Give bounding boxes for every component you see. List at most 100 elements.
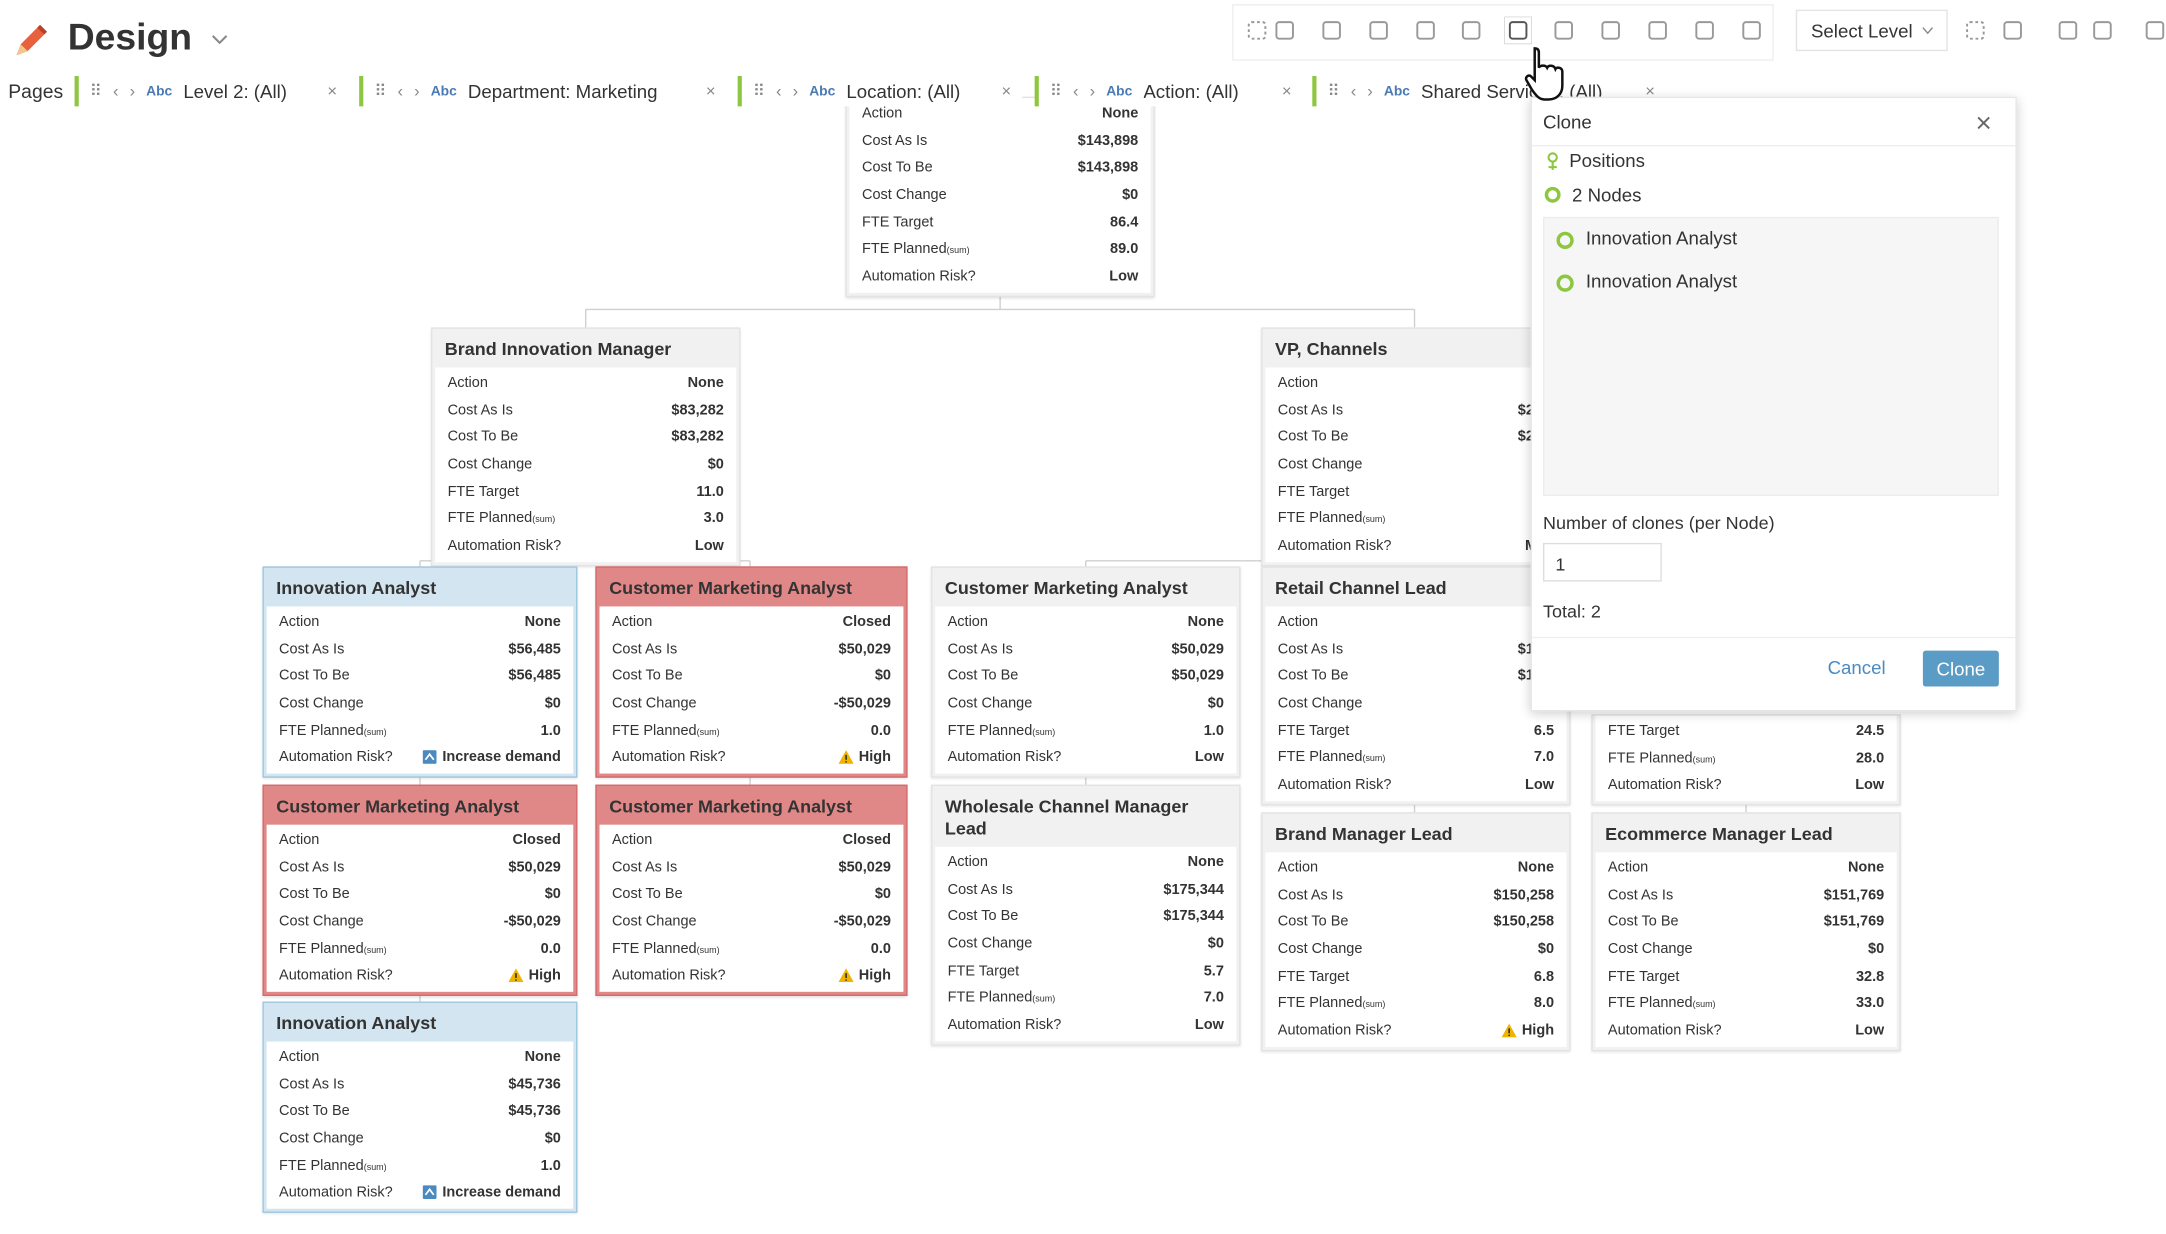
row-value: Low bbox=[694, 537, 724, 554]
row-label: Action bbox=[1278, 859, 1318, 876]
node-card[interactable]: Customer Marketing Analyst Action Closed Co… bbox=[595, 566, 908, 778]
next[interactable]: › bbox=[1089, 81, 1096, 101]
row-label-text: FTE Planned bbox=[1607, 749, 1693, 767]
node-row: Cost Change $0 bbox=[850, 181, 1151, 208]
node-body: Action Closed Cost As Is $50,029 Cost To Be $… bbox=[266, 824, 574, 993]
row-label: Cost To Be bbox=[612, 886, 683, 903]
row-value: 89.0 bbox=[1110, 240, 1139, 258]
row-label: FTE Planned(sum) bbox=[279, 722, 387, 739]
row-label: Automation Risk? bbox=[948, 1017, 1062, 1034]
toolbar-button[interactable] bbox=[1962, 17, 1990, 45]
select-level[interactable]: Select Level bbox=[1795, 9, 1948, 52]
row-label: Automation Risk? bbox=[948, 749, 1062, 766]
row-label: Cost To Be bbox=[279, 1103, 350, 1120]
toolbar-button[interactable] bbox=[1457, 17, 1485, 45]
row-label: Cost As Is bbox=[279, 640, 344, 657]
node-card[interactable]: Customer Marketing Analyst Action None Cost… bbox=[931, 566, 1241, 778]
remove[interactable]: × bbox=[1281, 81, 1292, 101]
toolbar-button[interactable] bbox=[1271, 17, 1299, 45]
node-card[interactable]: Innovation Analyst Action None Cost As Is $4… bbox=[262, 1001, 578, 1214]
toolbar-button[interactable] bbox=[2089, 17, 2117, 45]
dialog-close[interactable] bbox=[1977, 116, 1991, 130]
row-value: 11.0 bbox=[696, 482, 724, 500]
row-value-wrap: -$50,029 bbox=[834, 695, 891, 712]
row-label: FTE Target bbox=[1608, 968, 1679, 985]
toolbar-button[interactable] bbox=[1738, 17, 1766, 45]
row-value-wrap: $50,029 bbox=[1171, 640, 1223, 657]
node-title: Brand Manager Lead bbox=[1275, 823, 1453, 845]
row-value-wrap: High bbox=[838, 967, 891, 984]
title-dropdown[interactable] bbox=[211, 35, 228, 46]
remove[interactable]: × bbox=[705, 81, 716, 101]
row-label: Action bbox=[948, 853, 988, 870]
node-card[interactable]: Brand Innovation Manager Action None Cost A… bbox=[430, 327, 741, 567]
next[interactable]: › bbox=[414, 81, 420, 101]
remove[interactable]: × bbox=[1001, 81, 1012, 101]
clone-button[interactable]: Clone bbox=[1922, 650, 1999, 687]
row-label-text: Cost As Is bbox=[861, 131, 928, 149]
row-value-wrap: None bbox=[525, 613, 561, 630]
next[interactable]: › bbox=[1367, 81, 1373, 101]
node-card[interactable]: VP, ChannelsActionNCost As Is$276,Cost T… bbox=[1261, 327, 1571, 567]
prev[interactable]: ‹ bbox=[1073, 81, 1079, 101]
row-label: FTE Planned(sum) bbox=[279, 1157, 387, 1174]
clone-count-input[interactable]: 1 bbox=[1543, 542, 1662, 582]
next[interactable]: › bbox=[129, 81, 136, 101]
node-card[interactable]: Action None Cost As Is $143,898 Cost To Be $1… bbox=[845, 96, 1155, 297]
toolbar-button[interactable] bbox=[1597, 17, 1625, 45]
row-label-text: Cost To Be bbox=[1607, 913, 1679, 930]
row-value: $0 bbox=[544, 885, 561, 903]
node-card[interactable]: FTE Target 24.5 FTE Planned(sum) 28.0 Automa… bbox=[1591, 714, 1901, 806]
filter-chip[interactable]: ⠿ ‹ › Abc Location: (All) × bbox=[737, 75, 1023, 107]
toolbar-button[interactable] bbox=[1365, 17, 1393, 45]
row-value: $0 bbox=[707, 455, 724, 473]
row-value-wrap: $50,029 bbox=[839, 640, 891, 657]
filter-chip[interactable]: ⠿ ‹ › Abc Level 2: (All) × bbox=[74, 75, 349, 107]
row-value-wrap: Low bbox=[1195, 1017, 1224, 1034]
toolbar-button[interactable] bbox=[1999, 17, 2027, 45]
node-card[interactable]: Retail Channel Lead ActionNCost As Is$136… bbox=[1261, 566, 1571, 806]
toolbar-button[interactable] bbox=[1318, 17, 1346, 45]
toolbar-button[interactable] bbox=[1691, 17, 1719, 45]
node-row: Cost As Is $50,029 bbox=[935, 635, 1236, 662]
filter-chip[interactable]: ⠿ ‹ › Abc Department: Marketing × bbox=[359, 75, 727, 107]
prev[interactable]: ‹ bbox=[397, 81, 404, 101]
row-value: High bbox=[528, 967, 561, 984]
drag-handle: ⠿ bbox=[1049, 81, 1063, 101]
row-label: Automation Risk? bbox=[612, 749, 726, 766]
row-value-wrap: $151,769 bbox=[1824, 913, 1885, 930]
remove[interactable]: × bbox=[1645, 81, 1655, 101]
node-title: Customer Marketing Analyst bbox=[609, 577, 853, 599]
prev[interactable]: ‹ bbox=[776, 81, 782, 101]
toolbar-button[interactable] bbox=[2054, 17, 2082, 45]
node-card[interactable]: Brand Manager Lead Action None Cost As Is $1… bbox=[1261, 812, 1571, 1051]
next[interactable]: › bbox=[792, 81, 799, 101]
remove[interactable]: × bbox=[327, 81, 338, 101]
type-tag: Abc bbox=[1383, 83, 1410, 99]
toolbar-button[interactable] bbox=[1550, 17, 1578, 45]
toolbar-button[interactable] bbox=[1412, 17, 1440, 45]
row-label-text: Automation Risk? bbox=[861, 267, 976, 285]
node-card[interactable]: Wholesale Channel Manager Lead Action None… bbox=[931, 784, 1241, 1046]
filter-chip[interactable]: ⠿ ‹ › Abc Action: (All) × bbox=[1034, 75, 1303, 107]
row-value: High bbox=[1521, 1022, 1555, 1039]
node-card[interactable]: Customer Marketing Analyst Action Closed Co… bbox=[595, 784, 908, 997]
row-value: $0 bbox=[1207, 935, 1224, 952]
prev[interactable]: ‹ bbox=[112, 81, 119, 101]
node-card[interactable]: Customer Marketing Analyst Action Closed Co… bbox=[262, 784, 578, 997]
node-card[interactable]: Innovation Analyst Action None Cost As Is $5… bbox=[262, 566, 578, 778]
divider bbox=[1531, 145, 2016, 147]
node-row: Automation Risk? Low bbox=[935, 1011, 1236, 1038]
toolbar-button[interactable] bbox=[1644, 17, 1672, 45]
toolbar-button[interactable] bbox=[1243, 17, 1271, 45]
row-label-text: Action bbox=[861, 104, 903, 122]
row-value: $150,258 bbox=[1493, 886, 1555, 903]
toolbar-button[interactable] bbox=[2141, 17, 2166, 45]
node-row: Cost Change $0 bbox=[1265, 935, 1566, 962]
prev[interactable]: ‹ bbox=[1350, 81, 1357, 101]
node-card[interactable]: Ecommerce Manager Lead Action None Cost As … bbox=[1591, 812, 1901, 1051]
row-label: FTE Planned(sum) bbox=[448, 510, 556, 527]
toolbar-button[interactable] bbox=[1504, 16, 1532, 45]
cancel-button[interactable]: Cancel bbox=[1827, 657, 1886, 679]
type-tag: Abc bbox=[430, 83, 457, 99]
